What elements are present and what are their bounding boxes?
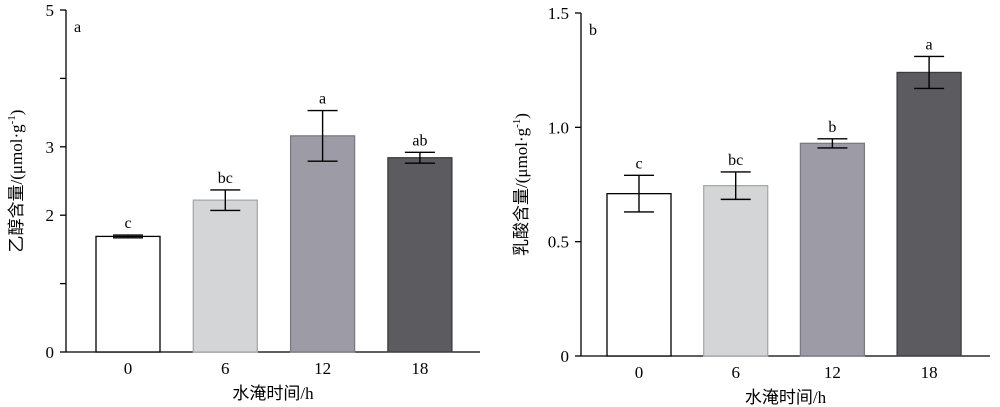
- chart-panel-a: 0 2 3 5 c 0 bc 6 a 12 ab 18 a 水淹时间/h 乙醇含量/(μmol·g-1): [6, 1, 480, 403]
- y-tick-label: 0: [561, 347, 570, 366]
- x-tick-label: 12: [314, 359, 331, 378]
- significance-label: c: [635, 155, 642, 172]
- chart-panel-b: 0 0.5 1.0 1.5 c 0 bc 6 b 12 a 18 b 水淹时间/h 乳酸含量/(μmol·g…: [511, 4, 990, 407]
- x-tick-label: 12: [824, 363, 841, 382]
- significance-label: b: [828, 119, 836, 136]
- y-axis-title-end: ): [7, 110, 26, 116]
- significance-label: a: [319, 91, 326, 108]
- panel-label: a: [74, 19, 81, 36]
- significance-label: bc: [218, 170, 233, 187]
- x-tick-label: 6: [221, 359, 230, 378]
- y-tick-label: 0.5: [548, 233, 569, 252]
- significance-label: bc: [728, 152, 743, 169]
- y-axis-title: 乙醇含量/(μmol·g-1): [6, 110, 26, 253]
- panel-label: b: [589, 22, 597, 39]
- x-axis-title: 水淹时间/h: [745, 388, 827, 407]
- x-tick-label: 18: [921, 363, 938, 382]
- x-tick-label: 0: [635, 363, 644, 382]
- significance-label: a: [926, 36, 933, 53]
- y-tick-label: 5: [46, 1, 55, 20]
- bar: [896, 71, 962, 357]
- bar: [192, 199, 258, 353]
- y-axis-title-sup: -1: [6, 115, 18, 124]
- x-axis-title: 水淹时间/h: [232, 384, 314, 403]
- x-tick-label: 6: [731, 363, 740, 382]
- x-tick-label: 18: [411, 359, 428, 378]
- y-tick-label: 0: [46, 343, 55, 362]
- y-axis-title-main: 乳酸含量/(μmol·g: [512, 127, 531, 256]
- significance-label: ab: [412, 132, 427, 149]
- y-tick-label: 3: [46, 138, 55, 157]
- y-axis-title-main: 乙醇含量/(μmol·g: [7, 124, 26, 253]
- bar: [95, 235, 161, 353]
- y-axis-title: 乳酸含量/(μmol·g-1): [511, 113, 531, 256]
- y-tick-label: 2: [46, 206, 55, 225]
- significance-label: c: [124, 215, 131, 232]
- x-tick-label: 0: [124, 359, 133, 378]
- y-axis-title-sup: -1: [511, 119, 523, 128]
- bar: [387, 157, 453, 353]
- bar: [703, 184, 769, 357]
- bar: [289, 135, 356, 353]
- y-tick-label: 1.0: [548, 118, 569, 137]
- bar: [799, 142, 866, 357]
- y-axis-title-end: ): [512, 113, 531, 119]
- y-tick-label: 1.5: [548, 4, 569, 23]
- bar: [606, 192, 672, 357]
